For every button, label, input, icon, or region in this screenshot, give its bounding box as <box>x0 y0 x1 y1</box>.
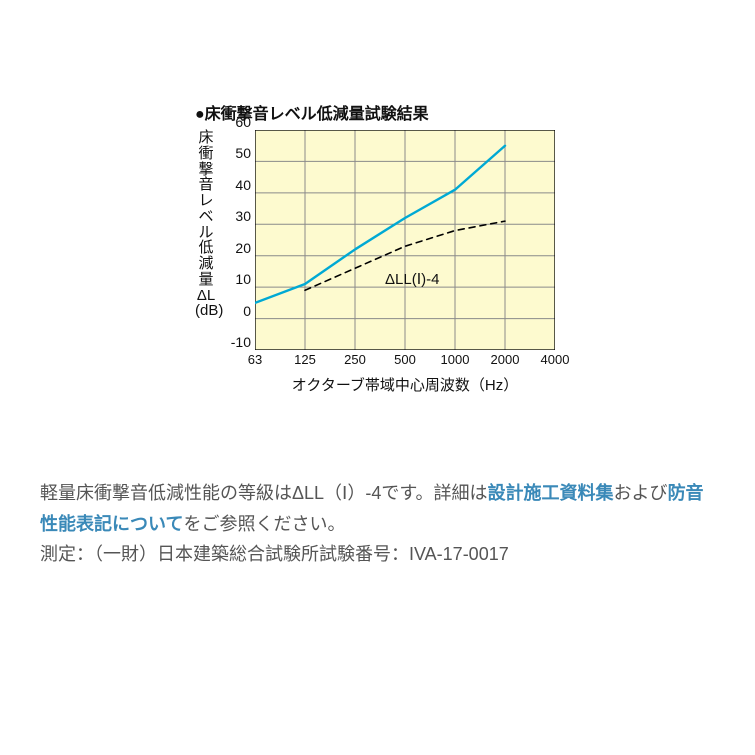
caption-text: および <box>614 483 668 503</box>
caption-block: 軽量床衝撃音低減性能の等級はΔLL（Ⅰ）-4です。詳細は設計施工資料集および防音… <box>40 478 715 570</box>
plot-area <box>255 130 555 350</box>
series-label-reference: ΔLL(Ⅰ)-4 <box>385 270 439 288</box>
caption-text: をご参照ください。 <box>183 514 345 534</box>
link-design-docs[interactable]: 設計施工資料集 <box>488 483 614 503</box>
y-axis-ticks: -100102030405060 <box>223 122 251 352</box>
y-axis-label: 床衝撃音レベル低減量ΔL(dB) <box>195 130 217 319</box>
chart-block: ●床衝撃音レベル低減量試験結果 床衝撃音レベル低減量ΔL(dB) -100102… <box>195 100 565 405</box>
chart-area: 床衝撃音レベル低減量ΔL(dB) -100102030405060 ΔLL(Ⅰ)… <box>195 130 565 405</box>
caption-text: 軽量床衝撃音低減性能の等級はΔLL（Ⅰ）-4です。詳細は <box>40 483 488 503</box>
x-axis-ticks: 63125250500100020004000 <box>255 352 555 370</box>
caption-measurement: 測定：（一財）日本建築総合試験所試験番号：IVA-17-0017 <box>40 544 509 564</box>
x-axis-label: オクターブ帯域中心周波数（Hz） <box>255 374 555 395</box>
